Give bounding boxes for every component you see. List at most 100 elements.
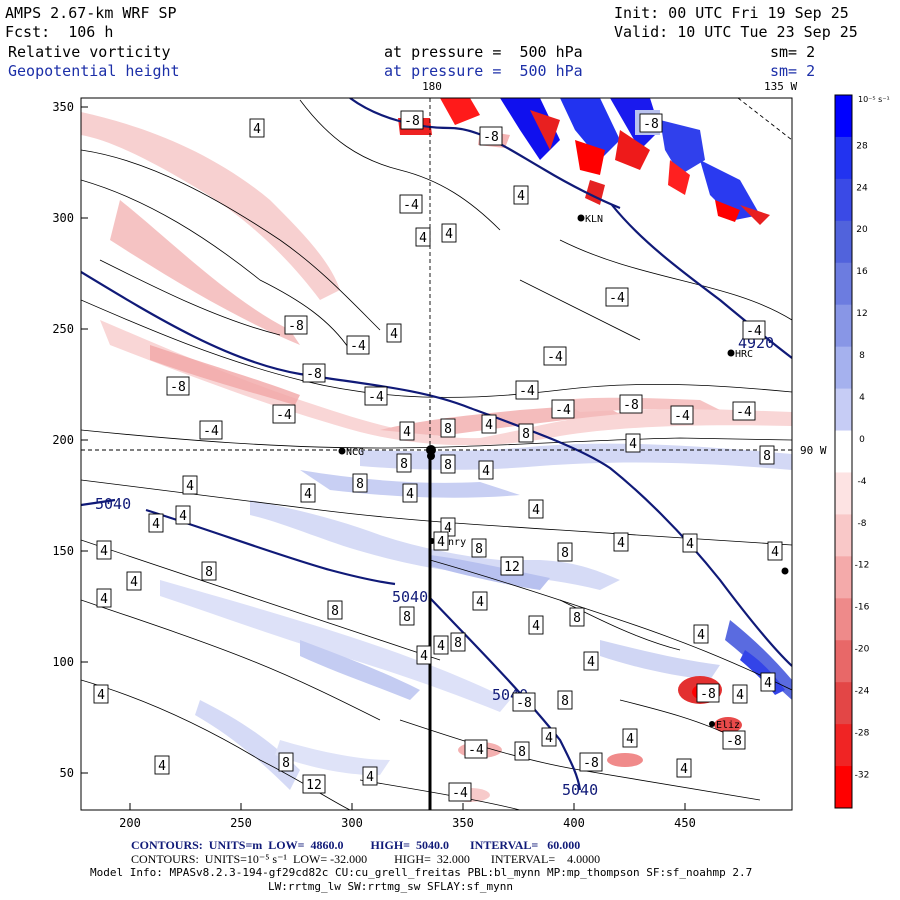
- vorticity-label: 4: [517, 189, 525, 204]
- model-info: Model Info: MPASv8.2.3-194-gf29cd82c CU:…: [90, 866, 753, 879]
- station-dot: [709, 721, 715, 727]
- vorticity-label-box: [96, 540, 112, 560]
- vorticity-label: 4: [100, 544, 108, 559]
- vorticity-label: 4: [390, 327, 398, 342]
- colorbar-label: 28: [856, 141, 868, 151]
- vorticity-label-box: [682, 533, 698, 553]
- vorticity-label: 8: [475, 542, 483, 557]
- vorticity-label: 8: [518, 745, 526, 760]
- colorbar-segment: [835, 514, 852, 557]
- vorticity-label: 4: [532, 619, 540, 634]
- vorticity-label: 8: [403, 610, 411, 625]
- vorticity-label: -8: [583, 756, 599, 771]
- vorticity-label-box: [760, 672, 776, 692]
- vorticity-label: 4: [626, 732, 634, 747]
- station-dot: [429, 538, 435, 544]
- station-label: Eliz: [716, 720, 740, 731]
- vorticity-label-box: [148, 513, 164, 533]
- model-info-physics: LW:rrtmg_lw SW:rrtmg_sw SFLAY:sf_mynn: [268, 880, 514, 893]
- vorticity-label: -4: [555, 403, 571, 418]
- colorbar-label: 24: [856, 183, 868, 193]
- vorticity-label-box: [557, 690, 573, 710]
- vorticity-label: 4: [152, 517, 160, 532]
- station-label: Henry: [436, 537, 466, 548]
- vorticity-label: 4: [485, 418, 493, 433]
- vorticity-label-box: [399, 606, 415, 626]
- vorticity-label-box: [386, 323, 402, 343]
- vorticity-label: 4: [304, 487, 312, 502]
- vorticity-label: 4: [97, 688, 105, 703]
- vorticity-label-box: [472, 591, 488, 611]
- vorticity-label-box: [249, 118, 265, 138]
- contours-vorticity-info: CONTOURS: UNITS=10⁻⁵ s⁻¹ LOW= -32.000 HI…: [131, 852, 601, 866]
- vorticity-label-box: [569, 607, 585, 627]
- colorbar-label: -8: [858, 519, 867, 529]
- vorticity-label-box: [619, 394, 643, 414]
- vorticity-label: 4: [771, 545, 779, 560]
- vorticity-label-box: [518, 423, 534, 443]
- meridian-90w-label: 90 W: [800, 444, 827, 457]
- vorticity-label: 4: [420, 649, 428, 664]
- x-tick-label: 400: [563, 816, 585, 830]
- vorticity-label: 4: [680, 762, 688, 777]
- vorticity-label: -8: [623, 398, 639, 413]
- vorticity-label: -4: [403, 198, 419, 213]
- vorticity-label-box: [528, 499, 544, 519]
- y-tick-label: 150: [52, 544, 74, 558]
- vorticity-label: 4: [366, 770, 374, 785]
- colorbar-segment: [835, 430, 852, 473]
- vorticity-label: -8: [170, 380, 186, 395]
- colorbar-segment: [835, 766, 852, 809]
- vorticity-label-box: [613, 532, 629, 552]
- init-time: Init: 00 UTC Fri 19 Sep 25: [614, 4, 849, 22]
- y-tick-label: 250: [52, 322, 74, 336]
- vorticity-label-box: [541, 727, 557, 747]
- vorticity-label-box: [199, 420, 223, 440]
- colorbar-segment: [835, 640, 852, 683]
- colorbar: 10⁻⁵ s⁻¹ 28 24 20 16 12 8 4 0 -4 -8 -12 -16 -20 -24 -28…: [834, 94, 890, 809]
- colorbar-label: 16: [856, 267, 868, 277]
- vorticity-label: 8: [561, 694, 569, 709]
- colorbar-segment: [835, 95, 852, 138]
- vorticity-label-box: [583, 651, 599, 671]
- colorbar-unit: 10⁻⁵ s⁻¹: [858, 95, 890, 104]
- vorticity-label-box: [362, 766, 378, 786]
- vorticity-label: 12: [306, 778, 322, 793]
- vorticity-label: -4: [350, 339, 366, 354]
- field2-level: at pressure = 500 hPa: [384, 62, 583, 80]
- vorticity-label: -4: [736, 405, 752, 420]
- meridian-135w-line: [737, 97, 793, 141]
- colorbar-label: -20: [855, 645, 870, 655]
- vorticity-label: 4: [419, 231, 427, 246]
- vorticity-label-box: [399, 421, 415, 441]
- vorticity-label: -8: [516, 696, 532, 711]
- vorticity-label-box: [364, 386, 388, 406]
- vorticity-label: -4: [547, 350, 563, 365]
- vorticity-label-box: [327, 600, 343, 620]
- colorbar-segment: [835, 178, 852, 222]
- vorticity-label: 8: [763, 449, 771, 464]
- vorticity-label-box: [396, 453, 412, 473]
- y-tick-label: 300: [52, 211, 74, 225]
- vorticity-label-box: [478, 460, 494, 480]
- vorticity-label: -8: [404, 114, 420, 129]
- vorticity-label-box: [622, 728, 638, 748]
- colorbar-frame: [834, 94, 853, 809]
- vorticity-label: 4: [186, 479, 194, 494]
- colorbar-label: 0: [859, 435, 865, 445]
- height-contour-label: 5040: [562, 781, 598, 799]
- station-dot: [781, 567, 789, 575]
- vorticity-label: -8: [700, 687, 716, 702]
- vorticity-label-box: [440, 418, 456, 438]
- vorticity-label-box: [543, 346, 567, 366]
- vorticity-label: 4: [406, 487, 414, 502]
- x-tick-label: 200: [119, 816, 141, 830]
- field1-smoothing: sm= 2: [770, 43, 816, 61]
- station-dot: [338, 447, 346, 455]
- vorticity-label: 4: [444, 521, 452, 536]
- vorticity-label: 4: [130, 575, 138, 590]
- vorticity-label-box: [433, 635, 449, 655]
- vorticity-label: 8: [561, 546, 569, 561]
- meridian-135w-label: 135 W: [764, 80, 797, 93]
- vorticity-label-box: [513, 185, 529, 205]
